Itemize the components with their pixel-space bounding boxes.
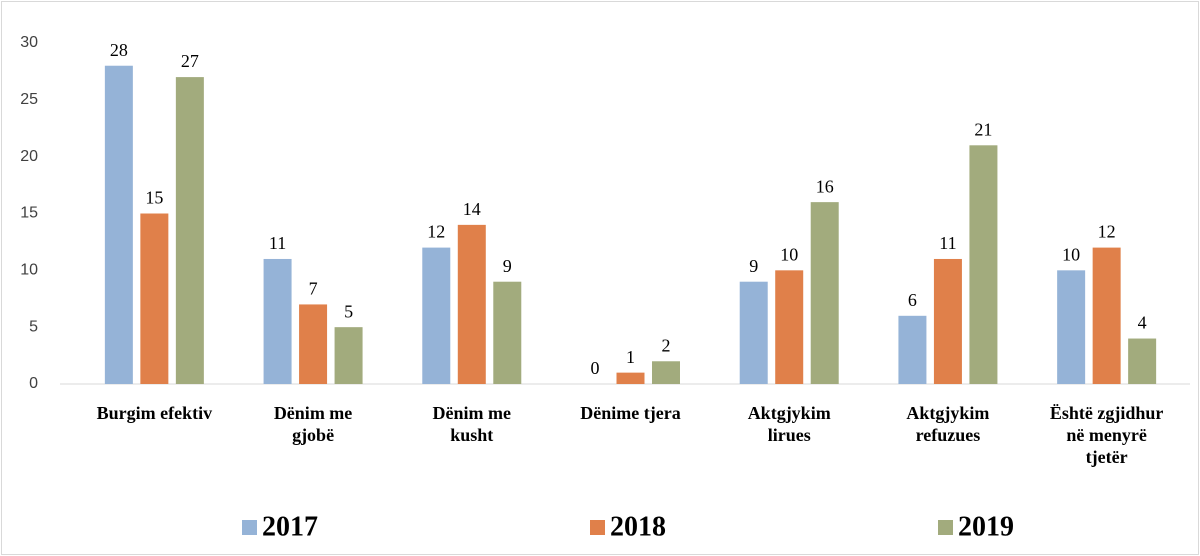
bar — [1092, 247, 1121, 384]
data-label: 28 — [110, 40, 128, 60]
data-label: 10 — [1062, 244, 1080, 264]
data-label: 0 — [591, 358, 600, 378]
bar — [334, 327, 363, 384]
data-label: 10 — [780, 244, 798, 264]
data-label: 14 — [463, 199, 481, 219]
data-label: 9 — [749, 256, 758, 276]
data-label: 11 — [939, 233, 956, 253]
x-tick-label: Aktgjykim refuzues — [906, 403, 990, 445]
data-label: 12 — [1098, 222, 1116, 242]
y-tick-label: 15 — [20, 205, 38, 222]
data-label: 6 — [908, 290, 917, 310]
legend-label: 2018 — [610, 511, 666, 542]
bar — [299, 304, 328, 384]
bar — [140, 213, 169, 384]
x-tick-label: Aktgjykim lirues — [747, 403, 831, 445]
bar — [775, 270, 804, 384]
data-label: 12 — [427, 222, 445, 242]
x-tick-label: Dënime tjera — [580, 403, 681, 423]
bar — [933, 258, 962, 384]
bar — [810, 202, 839, 384]
data-label: 4 — [1138, 313, 1147, 333]
bar — [493, 281, 522, 384]
legend-label: 2019 — [958, 511, 1014, 542]
y-tick-label: 25 — [20, 91, 38, 108]
data-label: 9 — [503, 256, 512, 276]
data-label: 27 — [181, 51, 199, 71]
bar — [175, 77, 204, 384]
bar — [898, 315, 927, 384]
x-tick-label: Burgim efektiv — [96, 403, 213, 423]
y-tick-label: 20 — [20, 148, 38, 165]
data-label: 5 — [344, 301, 353, 321]
x-tick-label: Dënim me gjobë — [273, 403, 353, 445]
legend-swatch — [590, 520, 605, 535]
bar — [969, 145, 998, 384]
y-tick-label: 5 — [29, 318, 38, 335]
bar — [1057, 270, 1086, 384]
data-label: 15 — [145, 188, 163, 208]
bar — [616, 372, 645, 384]
bar — [104, 65, 133, 384]
data-label: 7 — [309, 279, 318, 299]
bar — [422, 247, 451, 384]
x-tick-label: Dënim me kusht — [432, 403, 512, 445]
bar — [263, 258, 292, 384]
legend-swatch — [938, 520, 953, 535]
legend-swatch — [242, 520, 257, 535]
x-tick-label: Është zgjidhur në menyrë tjetër — [1049, 403, 1164, 467]
data-label: 1 — [626, 347, 635, 367]
bar — [457, 224, 486, 384]
y-tick-label: 0 — [29, 375, 38, 392]
data-label: 11 — [269, 233, 286, 253]
y-tick-label: 10 — [20, 262, 38, 279]
data-label: 2 — [662, 335, 671, 355]
bar — [652, 361, 680, 384]
bar — [739, 281, 768, 384]
y-tick-label: 30 — [20, 34, 38, 51]
bar — [1128, 338, 1157, 384]
data-label: 16 — [816, 176, 834, 196]
data-label: 21 — [974, 119, 992, 139]
legend-label: 2017 — [262, 511, 318, 542]
